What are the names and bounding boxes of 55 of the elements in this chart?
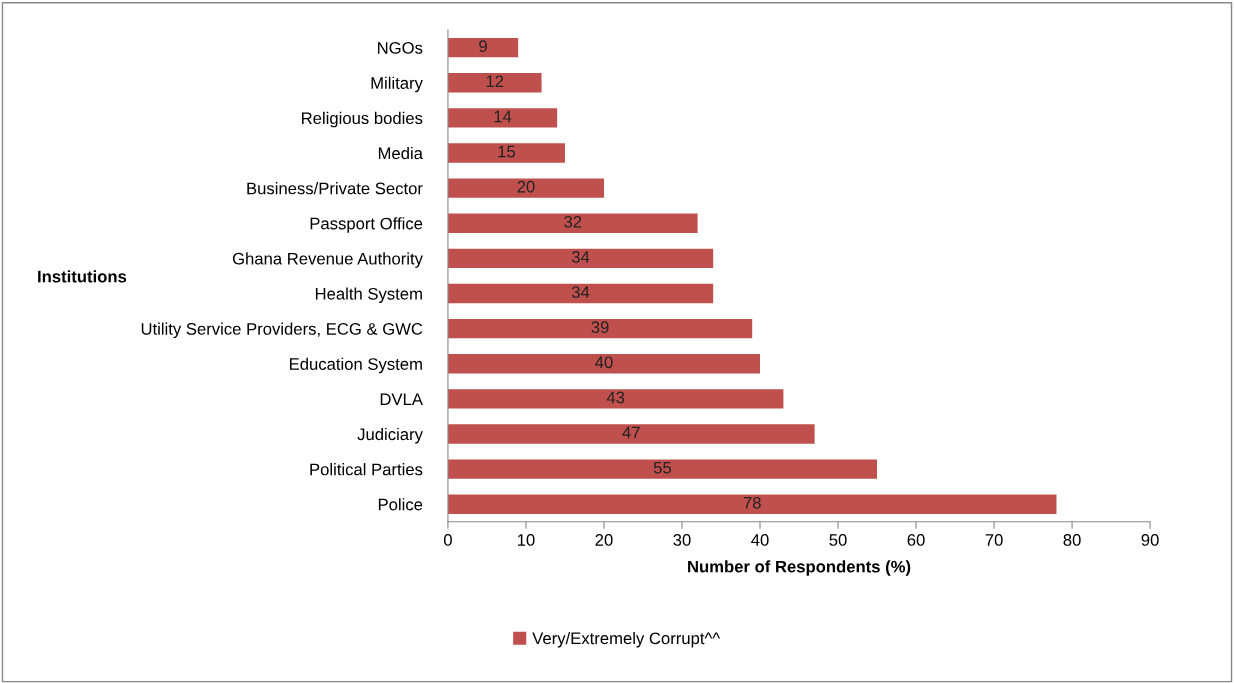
data-label: 12	[486, 75, 504, 88]
y-tick-label: Military	[371, 76, 423, 93]
bar	[447, 424, 815, 444]
bar	[447, 494, 1057, 514]
x-tick-label: 50	[829, 534, 847, 546]
y-tick-label: Media	[378, 146, 423, 160]
bar	[447, 354, 761, 374]
x-axis-title: Number of Respondents (%)	[688, 560, 911, 576]
y-axis-title: Institutions	[38, 270, 127, 283]
y-tick-label: Health System	[315, 287, 422, 303]
x-tick-label: 60	[907, 534, 925, 546]
data-label: 34	[571, 251, 590, 263]
bar	[447, 283, 714, 304]
bar	[447, 73, 542, 93]
x-tick-label: 20	[595, 534, 613, 546]
data-label: 47	[622, 426, 640, 439]
x-tick-label: 0	[443, 534, 452, 546]
x-tick-label: 40	[751, 534, 769, 546]
x-tick-label: 10	[517, 534, 535, 546]
bar	[447, 248, 714, 269]
y-tick-label: Utility Service Providers, ECG & GWC	[141, 322, 423, 339]
data-label: 55	[653, 461, 672, 474]
bar	[447, 143, 565, 163]
data-label: 14	[494, 110, 512, 123]
data-label: 15	[498, 145, 516, 158]
y-tick-label: NGOs	[378, 42, 423, 54]
bar	[447, 178, 604, 198]
x-tick-label: 90	[1141, 534, 1159, 546]
data-label: 9	[479, 40, 487, 53]
y-tick-label: Passport Office	[310, 217, 423, 233]
y-tick-label: Judiciary	[357, 427, 423, 444]
bar	[447, 213, 698, 233]
bar	[447, 318, 753, 339]
data-label: 78	[743, 496, 761, 509]
bar	[447, 459, 878, 479]
bar	[447, 37, 519, 58]
legend-label: Very/Extremely Corrupt^^	[532, 631, 721, 648]
data-label: 20	[517, 180, 535, 193]
bar	[447, 108, 558, 128]
y-tick-label: DVLA	[380, 393, 423, 405]
y-tick-label: Political Parties	[310, 463, 423, 476]
data-label: 34	[571, 286, 590, 298]
data-label: 39	[591, 321, 609, 334]
x-tick-label: 70	[985, 534, 1003, 546]
data-label: 43	[606, 391, 625, 404]
y-tick-label: Ghana Revenue Authority	[232, 252, 423, 268]
x-tick-label: 30	[673, 534, 691, 546]
data-label: 32	[564, 215, 582, 228]
y-tick-label: Religious bodies	[302, 111, 423, 128]
bar	[447, 389, 784, 409]
y-tick-label: Education System	[289, 357, 422, 374]
y-tick-label: Police	[378, 498, 423, 511]
x-tick-label: 80	[1063, 534, 1081, 546]
y-tick-label: Business/Private Sector	[247, 182, 423, 195]
data-label: 40	[595, 356, 613, 369]
